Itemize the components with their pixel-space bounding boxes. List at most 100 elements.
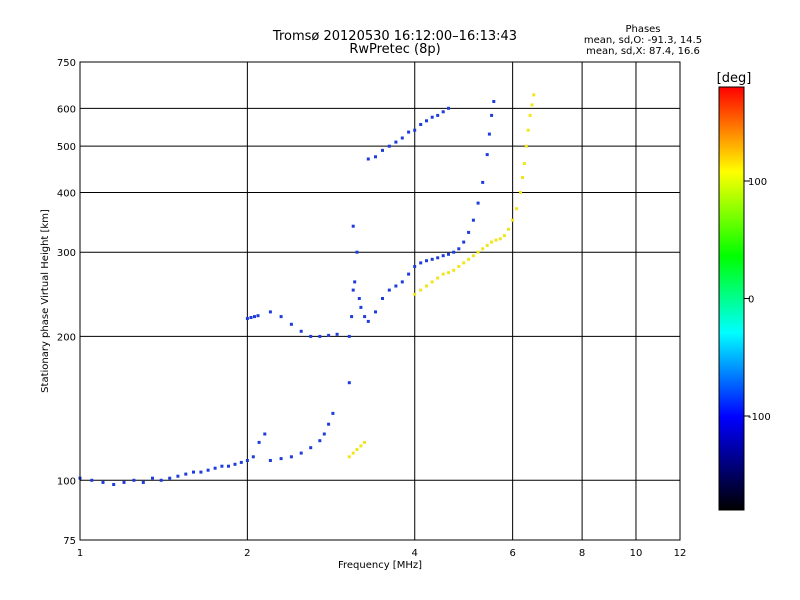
data-point <box>245 317 249 320</box>
data-point <box>476 201 480 205</box>
x-tick-label: 6 <box>509 548 515 559</box>
data-point <box>351 451 355 455</box>
data-point <box>347 381 351 385</box>
x-tick-label: 12 <box>674 548 687 559</box>
data-point <box>387 144 391 148</box>
y-tick-label: 200 <box>57 332 76 343</box>
data-point <box>268 310 272 314</box>
data-point <box>353 280 357 284</box>
data-point <box>430 280 434 284</box>
x-tick-label: 10 <box>630 548 643 559</box>
data-point <box>457 265 461 268</box>
data-point <box>257 440 261 444</box>
data-point <box>199 470 203 474</box>
chart-title: Tromsø 20120530 16:12:00–16:13:43 <box>272 29 517 44</box>
data-point <box>387 288 391 292</box>
data-point <box>299 451 303 455</box>
data-point <box>351 224 355 228</box>
colorbar: [deg] 100 0 -100 <box>717 71 771 511</box>
data-point <box>357 297 361 300</box>
data-point <box>471 218 475 222</box>
data-point <box>528 113 532 117</box>
data-point <box>347 334 351 338</box>
data-point <box>335 332 339 336</box>
data-point <box>318 334 322 338</box>
y-axis-label: Stationary phase Virtual Height [km] <box>40 209 51 393</box>
data-point <box>526 128 530 132</box>
data-point <box>206 468 210 472</box>
data-point <box>515 207 519 211</box>
data-point <box>350 315 354 319</box>
data-point <box>507 227 511 231</box>
data-point <box>413 128 417 132</box>
data-point <box>490 113 494 117</box>
data-point <box>524 144 528 148</box>
plot-frame <box>79 61 681 541</box>
data-point <box>239 460 243 464</box>
data-point <box>436 256 440 260</box>
data-point <box>318 439 322 443</box>
data-point <box>441 254 445 258</box>
data-point <box>407 130 411 134</box>
data-point <box>485 153 489 157</box>
data-point <box>430 115 434 119</box>
data-point <box>374 310 377 314</box>
x-tick-label: 8 <box>579 548 585 559</box>
data-point <box>251 455 255 459</box>
data-point <box>413 292 417 296</box>
data-point <box>447 252 450 256</box>
data-point <box>366 157 370 161</box>
data-point <box>436 276 440 280</box>
colorbar-tick-label: -100 <box>748 412 771 423</box>
data-point <box>176 474 180 478</box>
data-point <box>452 268 456 272</box>
data-point <box>419 123 423 126</box>
data-point <box>132 478 136 482</box>
data-point <box>374 155 377 159</box>
data-point <box>192 470 195 474</box>
data-point <box>419 288 423 292</box>
x-tick-label: 4 <box>412 548 418 559</box>
x-tick-label: 2 <box>244 548 250 559</box>
data-point <box>490 240 494 244</box>
data-point <box>532 93 536 97</box>
data-point <box>90 478 94 482</box>
data-point <box>487 132 491 136</box>
data-point <box>467 257 471 261</box>
y-tick-label: 750 <box>57 58 76 69</box>
data-point <box>363 440 367 444</box>
data-points <box>78 93 536 486</box>
data-point <box>299 329 303 333</box>
data-point <box>309 334 313 338</box>
colorbar-gradient <box>718 86 745 511</box>
data-point <box>322 432 326 436</box>
data-point <box>327 333 331 337</box>
data-point <box>159 478 163 482</box>
data-point <box>327 422 331 426</box>
data-point <box>122 480 126 484</box>
data-point <box>436 113 440 117</box>
data-point <box>289 322 293 326</box>
data-point <box>394 284 398 288</box>
plot-area <box>80 62 680 540</box>
stats-title: Phases <box>625 24 660 35</box>
data-point <box>511 218 515 222</box>
data-point <box>462 261 466 265</box>
data-point <box>213 466 217 470</box>
data-point <box>279 457 283 461</box>
data-point <box>245 459 249 462</box>
data-point <box>462 240 466 244</box>
data-point <box>184 472 188 476</box>
data-point <box>381 148 384 152</box>
y-tick-label: 300 <box>57 248 76 259</box>
data-point <box>355 448 359 451</box>
data-point <box>476 250 480 254</box>
data-point <box>400 136 404 140</box>
data-point <box>233 462 237 466</box>
data-point <box>481 180 485 184</box>
data-point <box>101 480 105 484</box>
data-point <box>471 254 475 258</box>
data-point <box>263 432 267 436</box>
data-point <box>502 234 506 238</box>
